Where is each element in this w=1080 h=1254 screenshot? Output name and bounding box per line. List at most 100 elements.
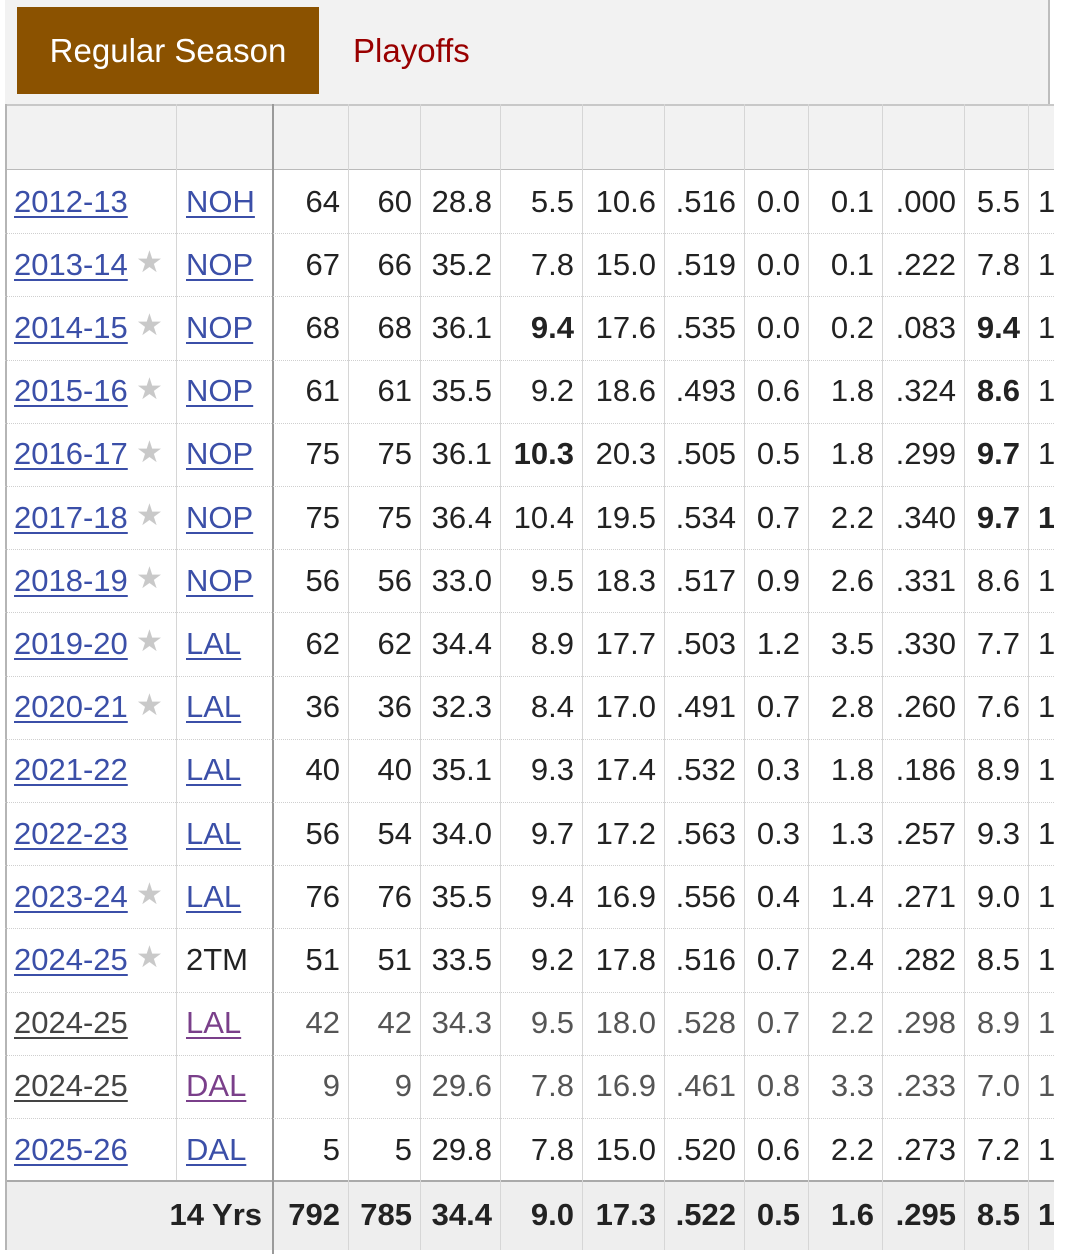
season-link[interactable]: 2018-19 [14, 549, 128, 612]
season-text[interactable]: 2015-16 [14, 373, 128, 409]
season-text[interactable]: 2025-26 [14, 1131, 128, 1167]
season-link[interactable]: 2024-25 [14, 1055, 128, 1118]
season-link[interactable]: 2023-24 [14, 865, 128, 928]
team-cell[interactable]: LAL [186, 865, 241, 928]
team-cell: 2TM [186, 928, 248, 991]
season-text[interactable]: 2018-19 [14, 562, 128, 598]
season-link[interactable]: 2019-20 [14, 612, 128, 675]
season-link[interactable]: 2016-17 [14, 423, 128, 486]
col-header-2[interactable] [1028, 104, 1054, 170]
team-link[interactable]: NOH [186, 183, 255, 219]
team-cell[interactable]: DAL [186, 1118, 246, 1181]
col-header-mp[interactable] [420, 104, 500, 170]
team-link[interactable]: LAL [186, 1005, 242, 1041]
col-header-3p-pct[interactable] [882, 104, 964, 170]
team-link[interactable]: NOP [186, 246, 254, 282]
season-text[interactable]: 2016-17 [14, 436, 128, 472]
stat-cell-2p: 8.9 [976, 752, 1020, 788]
season-link[interactable]: 2025-26 [14, 1118, 128, 1181]
stat-cell-2: 1 [1038, 183, 1054, 219]
season-link[interactable]: 2020-21 [14, 676, 128, 739]
stat-cell-2p: 7.0 [976, 1068, 1020, 1104]
season-link[interactable]: 2024-25 [14, 928, 128, 991]
col-header-fga[interactable] [582, 104, 664, 170]
stat-cell-2p: 7.2 [976, 1131, 1020, 1167]
stat-cell-fg-pct: .461 [675, 1068, 736, 1104]
team-cell[interactable]: NOP [186, 233, 253, 296]
team-link[interactable]: LAL [186, 815, 242, 851]
team-link[interactable]: LAL [186, 752, 242, 788]
season-text[interactable]: 2022-23 [14, 815, 128, 851]
col-header-gs[interactable] [348, 104, 420, 170]
stat-cell-fg-pct: .528 [675, 1005, 736, 1041]
tab-regular-season[interactable]: Regular Season [17, 7, 319, 94]
team-cell[interactable]: NOH [186, 170, 255, 233]
team-cell[interactable]: LAL [186, 612, 241, 675]
team-link[interactable]: NOP [186, 373, 254, 409]
team-link[interactable]: NOP [186, 309, 254, 345]
season-text[interactable]: 2024-25 [14, 1005, 128, 1041]
season-text[interactable]: 2013-14 [14, 246, 128, 282]
season-link[interactable]: 2021-22 [14, 739, 128, 802]
season-text[interactable]: 2020-21 [14, 689, 128, 725]
team-link[interactable]: DAL [186, 1131, 247, 1167]
team-cell[interactable]: NOP [186, 486, 253, 549]
stat-cell-fg: 9.4 [530, 309, 574, 345]
col-header-3p[interactable] [744, 104, 808, 170]
team-cell[interactable]: NOP [186, 423, 253, 486]
team-link[interactable]: NOP [186, 562, 254, 598]
team-cell[interactable]: NOP [186, 360, 253, 423]
tab-playoffs[interactable]: Playoffs [353, 31, 470, 69]
season-link[interactable]: 2013-14 [14, 233, 128, 296]
team-cell[interactable]: NOP [186, 296, 253, 359]
season-text[interactable]: 2012-13 [14, 183, 128, 219]
team-link[interactable]: LAL [186, 689, 242, 725]
team-cell[interactable]: DAL [186, 1055, 246, 1118]
col-header-2p[interactable] [964, 104, 1028, 170]
all-star-icon: ★ [136, 878, 163, 912]
team-cell[interactable]: LAL [186, 992, 241, 1055]
stat-cell-g: 42 [305, 1005, 340, 1041]
stat-cell-3p-pct: .340 [895, 499, 956, 535]
career-total-mp: 34.4 [431, 1197, 492, 1232]
season-text[interactable]: 2023-24 [14, 878, 128, 914]
team-link[interactable]: DAL [186, 1068, 247, 1104]
team-link[interactable]: LAL [186, 878, 242, 914]
season-text[interactable]: 2021-22 [14, 752, 128, 788]
stat-cell-fg-pct: .503 [675, 625, 736, 661]
team-cell[interactable]: LAL [186, 739, 241, 802]
season-link[interactable]: 2024-25 [14, 992, 128, 1055]
season-link[interactable]: 2022-23 [14, 802, 128, 865]
stat-cell-2: 1 [1038, 689, 1054, 725]
column-divider [808, 104, 809, 1250]
col-header-g[interactable] [272, 104, 348, 170]
stat-cell-fg-pct: .516 [675, 941, 736, 977]
team-link[interactable]: LAL [186, 625, 242, 661]
stat-cell-3pa: 1.8 [830, 436, 874, 472]
team-link[interactable]: NOP [186, 436, 254, 472]
season-text[interactable]: 2024-25 [14, 941, 128, 977]
stat-cell-2: 1 [1038, 373, 1054, 409]
season-link[interactable]: 2017-18 [14, 486, 128, 549]
stat-cell-3p: 1.2 [756, 625, 800, 661]
season-text[interactable]: 2024-25 [14, 1068, 128, 1104]
col-header-season[interactable] [5, 104, 176, 170]
col-header-fg-pct[interactable] [664, 104, 744, 170]
row-divider [5, 802, 1054, 803]
stat-cell-2p: 7.7 [976, 625, 1020, 661]
season-text[interactable]: 2014-15 [14, 309, 128, 345]
team-text: 2TM [186, 941, 248, 977]
col-header-team[interactable] [176, 104, 272, 170]
team-cell[interactable]: LAL [186, 676, 241, 739]
team-cell[interactable]: NOP [186, 549, 253, 612]
season-link[interactable]: 2015-16 [14, 360, 128, 423]
team-cell[interactable]: LAL [186, 802, 241, 865]
season-link[interactable]: 2012-13 [14, 170, 128, 233]
col-header-fg[interactable] [500, 104, 582, 170]
team-link[interactable]: NOP [186, 499, 254, 535]
season-text[interactable]: 2019-20 [14, 625, 128, 661]
season-link[interactable]: 2014-15 [14, 296, 128, 359]
season-text[interactable]: 2017-18 [14, 499, 128, 535]
col-header-3pa[interactable] [808, 104, 882, 170]
stat-cell-fg-pct: .505 [675, 436, 736, 472]
